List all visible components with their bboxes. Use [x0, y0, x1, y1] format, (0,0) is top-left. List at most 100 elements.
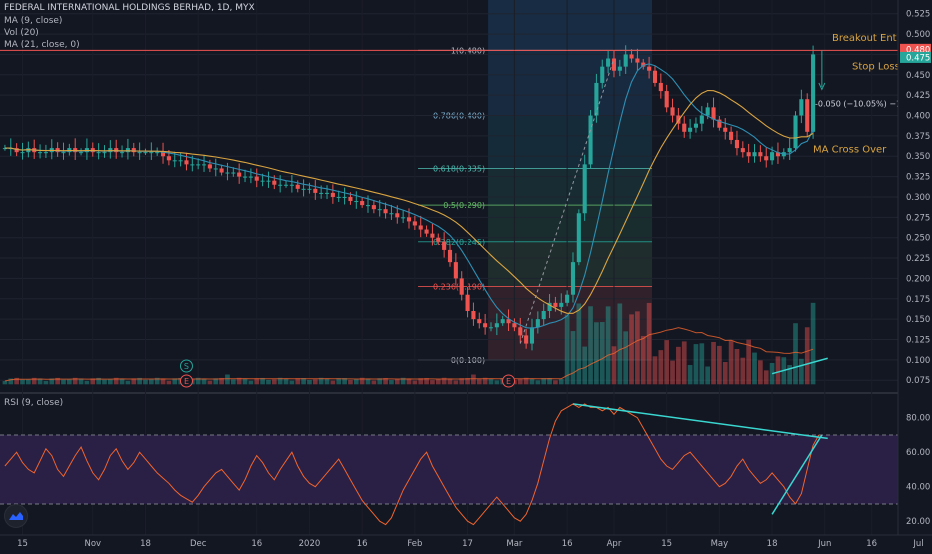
volume-bar [131, 378, 137, 385]
rsi-trendline-up [771, 434, 823, 515]
candle-body [547, 302, 552, 311]
rsi-tick-label: 60.00 [906, 448, 930, 458]
indicator-ma21-label: MA (21, close, 0) [4, 40, 80, 50]
volume-bar [377, 378, 383, 385]
volume-bar [588, 306, 593, 385]
y-tick-label: 0.300 [906, 193, 930, 203]
volume-bar [430, 380, 435, 385]
x-tick-label: Jul [912, 539, 923, 549]
volume-bar [318, 377, 324, 385]
candle-body [319, 192, 324, 194]
fib-level-label: 0.382(0.245) [433, 238, 485, 247]
event-marker-label: E [506, 377, 511, 386]
volume-bar [389, 380, 394, 385]
volume-bar [529, 378, 535, 385]
ma-9-line [4, 63, 814, 329]
price-label-box [900, 51, 931, 63]
rsi-tick-label: 80.00 [906, 414, 930, 424]
volume-bar [61, 379, 66, 385]
volume-bar [254, 378, 260, 385]
volume-trendline [771, 357, 828, 375]
volume-bar [394, 379, 400, 385]
candle-body [629, 54, 634, 59]
candle-body [196, 164, 201, 166]
volume-bar [453, 380, 459, 385]
volume-bar [611, 346, 617, 385]
volume-bar [711, 341, 716, 385]
volume-bar [225, 374, 230, 385]
fib-zone [488, 168, 653, 206]
candle-body [682, 123, 687, 132]
volume-bar [418, 378, 424, 385]
candle-body [260, 180, 265, 182]
candle-body [647, 66, 652, 71]
candle-body [717, 119, 722, 128]
candle-body [213, 168, 218, 170]
volume-bar [330, 380, 336, 385]
candle-body [594, 82, 599, 116]
volume-bar [289, 380, 295, 385]
x-tick-label: Mar [506, 539, 523, 549]
x-tick-label: 18 [767, 539, 778, 549]
candle-body [149, 152, 154, 154]
volume-bar [775, 356, 781, 385]
candle-body [137, 152, 142, 154]
volume-bar [102, 379, 107, 385]
x-tick-label: Dec [190, 539, 207, 549]
y-tick-label: 0.150 [906, 315, 930, 325]
volume-bar [717, 345, 722, 385]
y-tick-label: 0.350 [906, 152, 930, 162]
candle-body [108, 148, 113, 153]
x-tick-label: 18 [140, 539, 151, 549]
candle-body [436, 237, 441, 242]
volume-bar [301, 377, 306, 385]
x-tick-label: 15 [17, 539, 28, 549]
volume-bar [383, 378, 388, 385]
x-tick-label: 16 [251, 539, 262, 549]
volume-bar [804, 327, 810, 385]
volume-bar [752, 352, 757, 385]
candle-body [412, 221, 417, 226]
volume-bar [605, 306, 611, 385]
candle-body [389, 213, 394, 215]
volume-bar [787, 365, 793, 385]
candle-body [524, 335, 529, 344]
volume-bar [400, 377, 406, 385]
volume-bar [646, 302, 652, 385]
candle-body [219, 168, 224, 173]
volume-bar [658, 350, 664, 385]
candle-body [699, 115, 704, 124]
candle-body [811, 54, 816, 132]
rsi-tick-label: 40.00 [906, 483, 930, 493]
tradingview-logo-icon[interactable] [4, 504, 28, 528]
volume-bar [447, 378, 453, 385]
volume-bar [728, 340, 734, 385]
candle-body [787, 148, 792, 153]
volume-bar [424, 378, 429, 385]
volume-bar [119, 378, 125, 385]
volume-bar [31, 377, 37, 385]
volume-bar [219, 377, 224, 385]
volume-bar [324, 378, 330, 385]
candle-body [354, 201, 359, 203]
event-marker [179, 359, 193, 373]
candle-body [301, 188, 306, 190]
candle-body [453, 262, 458, 279]
volume-bar [681, 341, 687, 385]
y-tick-label: 0.100 [906, 356, 930, 366]
volume-bar [271, 379, 277, 385]
candle-body [143, 152, 148, 154]
candle-body [114, 148, 119, 153]
candle-body [606, 58, 611, 67]
volume-bar [213, 378, 219, 385]
volume-bar [758, 360, 763, 385]
candle-body [752, 152, 757, 157]
candle-body [330, 192, 335, 197]
fib-level-label: 0.236(0.190) [433, 283, 485, 292]
candle-body [799, 99, 804, 116]
x-tick-label: 2020 [299, 539, 321, 549]
volume-bar [283, 378, 289, 385]
candle-body [406, 217, 412, 222]
